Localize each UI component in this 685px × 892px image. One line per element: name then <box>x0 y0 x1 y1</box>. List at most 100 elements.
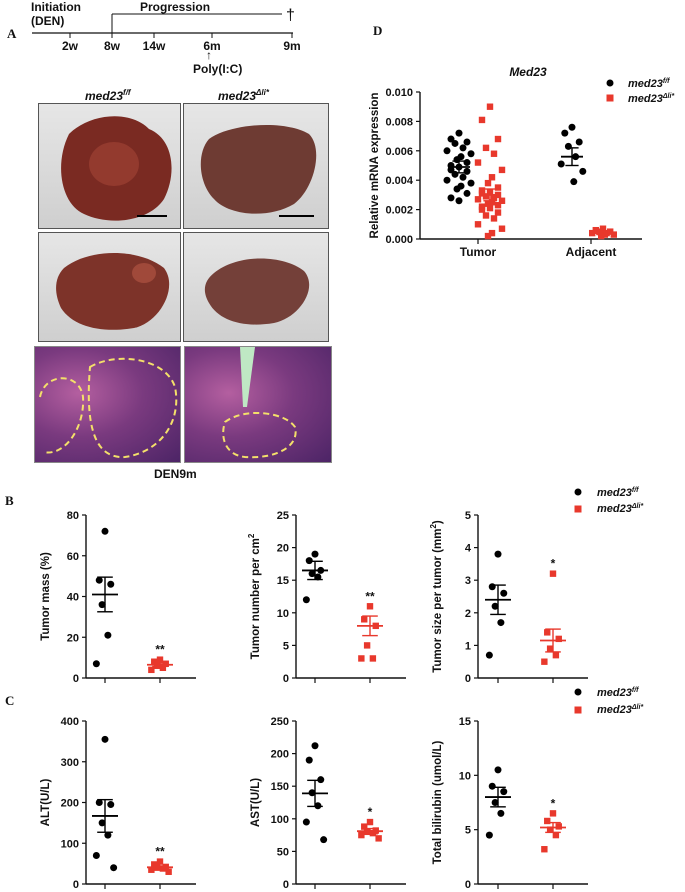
x-tick-label: Tumor <box>460 245 497 259</box>
data-point <box>308 570 316 578</box>
y-tick-label: 5 <box>465 510 471 522</box>
series-dli <box>540 570 566 665</box>
timeline-tick-label: 14w <box>143 39 166 53</box>
legend-b-ff-label: med23f/f <box>597 487 639 499</box>
charts: 0.000 0.002 0.004 0.006 0.008 0.010 Relative m… <box>40 65 642 891</box>
timeline-ticks: 2w 8w 14w 6m 9m <box>62 33 301 53</box>
data-point <box>564 142 572 150</box>
data-point <box>107 580 115 588</box>
chart-b1: 0 20 40 60 80 Tumor mass (%) ** <box>40 510 196 685</box>
data-point <box>311 550 319 558</box>
timeline-arrow: ↑ <box>206 48 212 62</box>
y-axis-label: ALT(U/L) <box>40 778 52 826</box>
legend-c-ff-label: med23f/f <box>597 687 639 699</box>
data-point <box>500 589 508 597</box>
data-point <box>451 139 459 147</box>
chart-title: Med23 <box>509 65 547 79</box>
y-tick-label: 10 <box>459 770 471 782</box>
series-dli <box>357 603 383 662</box>
y-axis-label: Tumor size per tumor (mm2) <box>429 520 444 673</box>
y-tick-label: 200 <box>61 798 79 810</box>
chart-c1: 0 100 200 300 400 ALT(U/L) ** <box>40 716 196 891</box>
series-ff <box>92 735 118 872</box>
data-point <box>98 819 106 827</box>
legend-b-dli-label: med23Δli* <box>597 503 643 515</box>
data-point <box>361 823 368 830</box>
data-point <box>95 799 103 806</box>
data-point <box>592 226 599 234</box>
timeline-tick-label: 8w <box>104 39 121 53</box>
y-tick-label: 60 <box>67 551 79 563</box>
y-tick-label: 0 <box>465 879 471 891</box>
data-point <box>369 655 377 662</box>
data-point <box>104 631 112 639</box>
y-tick-label: 0.008 <box>385 116 413 128</box>
data-point <box>490 194 498 202</box>
data-point <box>555 823 562 830</box>
data-point <box>490 150 498 157</box>
data-point <box>494 184 502 191</box>
chart-b3: 0 1 2 3 4 5 Tumor size per tumor (mm2) * <box>429 510 588 685</box>
data-point <box>478 190 486 197</box>
histology-dli <box>184 346 332 463</box>
data-point <box>474 196 482 203</box>
data-point <box>486 204 494 212</box>
y-tick-label: 15 <box>459 716 471 728</box>
y-tick-label: 40 <box>67 592 79 604</box>
series-dli <box>147 858 173 875</box>
legend-d-ff-label: med23f/f <box>628 78 670 90</box>
data-point <box>484 179 492 187</box>
data-point <box>363 642 371 649</box>
y-tick-label: 25 <box>277 510 289 522</box>
data-point <box>443 176 451 184</box>
legend-b-ff-marker <box>574 488 582 496</box>
data-point <box>463 138 471 146</box>
timeline-dagger: † <box>286 7 295 24</box>
data-point <box>484 200 492 207</box>
y-tick-label: 50 <box>277 846 289 858</box>
significance-marker: ** <box>155 643 165 657</box>
data-point <box>488 174 496 181</box>
y-tick-label: 1 <box>465 640 471 652</box>
panel-label-d: D <box>373 23 382 38</box>
timeline-den: (DEN) <box>31 14 64 28</box>
y-tick-label: 0.000 <box>385 234 413 246</box>
data-point <box>552 651 560 659</box>
liver-dli-top-shape <box>200 124 317 217</box>
data-point <box>555 635 562 643</box>
y-tick-label: 0 <box>73 673 79 685</box>
data-point <box>494 135 502 143</box>
y-tick-label: 10 <box>277 608 289 620</box>
legend-d-dli-marker <box>606 94 614 102</box>
legend-c: med23f/f med23Δli* <box>574 687 643 716</box>
y-tick-label: 0.010 <box>385 87 413 99</box>
y-tick-label: 0.004 <box>385 175 413 187</box>
liver-photo-ff-top <box>38 103 181 229</box>
y-tick-label: 0 <box>283 673 289 685</box>
data-point <box>459 144 467 152</box>
photo-label-dli: med23Δli* <box>218 88 270 103</box>
data-point <box>546 826 554 833</box>
data-point <box>494 201 502 209</box>
series-dli <box>540 810 566 853</box>
panel-label-b: B <box>5 493 14 508</box>
data-point <box>101 527 109 535</box>
data-point <box>305 756 313 764</box>
data-point <box>375 835 382 842</box>
significance-marker: * <box>551 796 556 810</box>
y-tick-label: 20 <box>277 543 289 555</box>
data-point <box>478 116 486 124</box>
chart-d: 0.000 0.002 0.004 0.006 0.008 0.010 Relative m… <box>369 65 642 259</box>
data-point <box>482 212 490 219</box>
legend-c-dli-label: med23Δli* <box>597 704 643 716</box>
y-tick-label: 100 <box>271 814 289 826</box>
data-point <box>453 185 461 193</box>
data-point <box>485 651 493 659</box>
histology-dli-outline <box>222 347 297 459</box>
data-point <box>488 199 496 206</box>
data-point <box>110 864 118 872</box>
series-dli <box>357 818 383 842</box>
data-point <box>151 658 158 665</box>
chart-c3: 0 5 10 15 Total bilirubin (umol/L) * <box>432 716 588 891</box>
data-point <box>95 576 103 584</box>
